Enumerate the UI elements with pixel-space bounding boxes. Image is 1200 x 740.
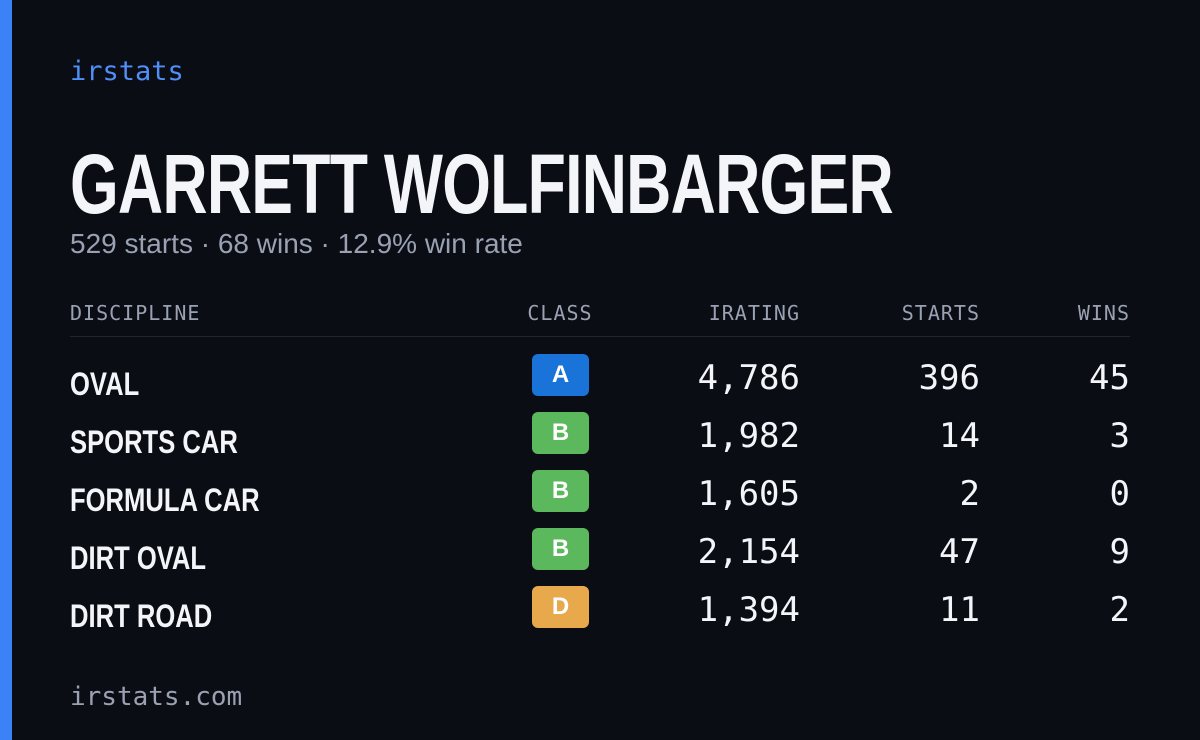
column-header: IRATING: [708, 301, 800, 325]
brand: irstats: [70, 56, 184, 87]
irating: 1,394: [697, 590, 800, 630]
wins: 45: [1089, 358, 1130, 398]
wins: 0: [1109, 474, 1130, 514]
footer: irstats.com: [70, 682, 243, 712]
irating: 1,982: [697, 416, 800, 456]
discipline: SPORTS CAR: [70, 424, 238, 460]
starts: 11: [939, 590, 980, 630]
class-badge: A: [532, 354, 589, 396]
starts: 396: [918, 358, 980, 398]
starts: 14: [939, 416, 980, 456]
wins: 3: [1109, 416, 1130, 456]
irating: 1,605: [697, 474, 800, 514]
discipline: FORMULA CAR: [70, 482, 260, 518]
wins: 9: [1109, 532, 1130, 572]
irating: 4,786: [697, 358, 800, 398]
irating: 2,154: [697, 532, 800, 572]
class-badge: D: [532, 586, 589, 628]
column-header: DISCIPLINE: [70, 301, 201, 325]
wins: 2: [1109, 590, 1130, 630]
starts: 47: [939, 532, 980, 572]
class-badge: B: [532, 412, 589, 454]
class-badge: B: [532, 470, 589, 512]
column-header: STARTS: [901, 301, 980, 325]
column-header: WINS: [1077, 301, 1130, 325]
driver-name: GARRETT WOLFINBARGER: [70, 137, 894, 231]
accent-bar: [0, 0, 12, 740]
discipline: DIRT ROAD: [70, 598, 213, 634]
discipline: DIRT OVAL: [70, 540, 207, 576]
starts: 2: [959, 474, 980, 514]
driver-summary: 529 starts · 68 wins · 12.9% win rate: [70, 228, 523, 259]
header-rule: [70, 336, 1130, 337]
class-badge: B: [532, 528, 589, 570]
column-header: CLASS: [527, 301, 593, 325]
discipline: OVAL: [70, 366, 140, 402]
